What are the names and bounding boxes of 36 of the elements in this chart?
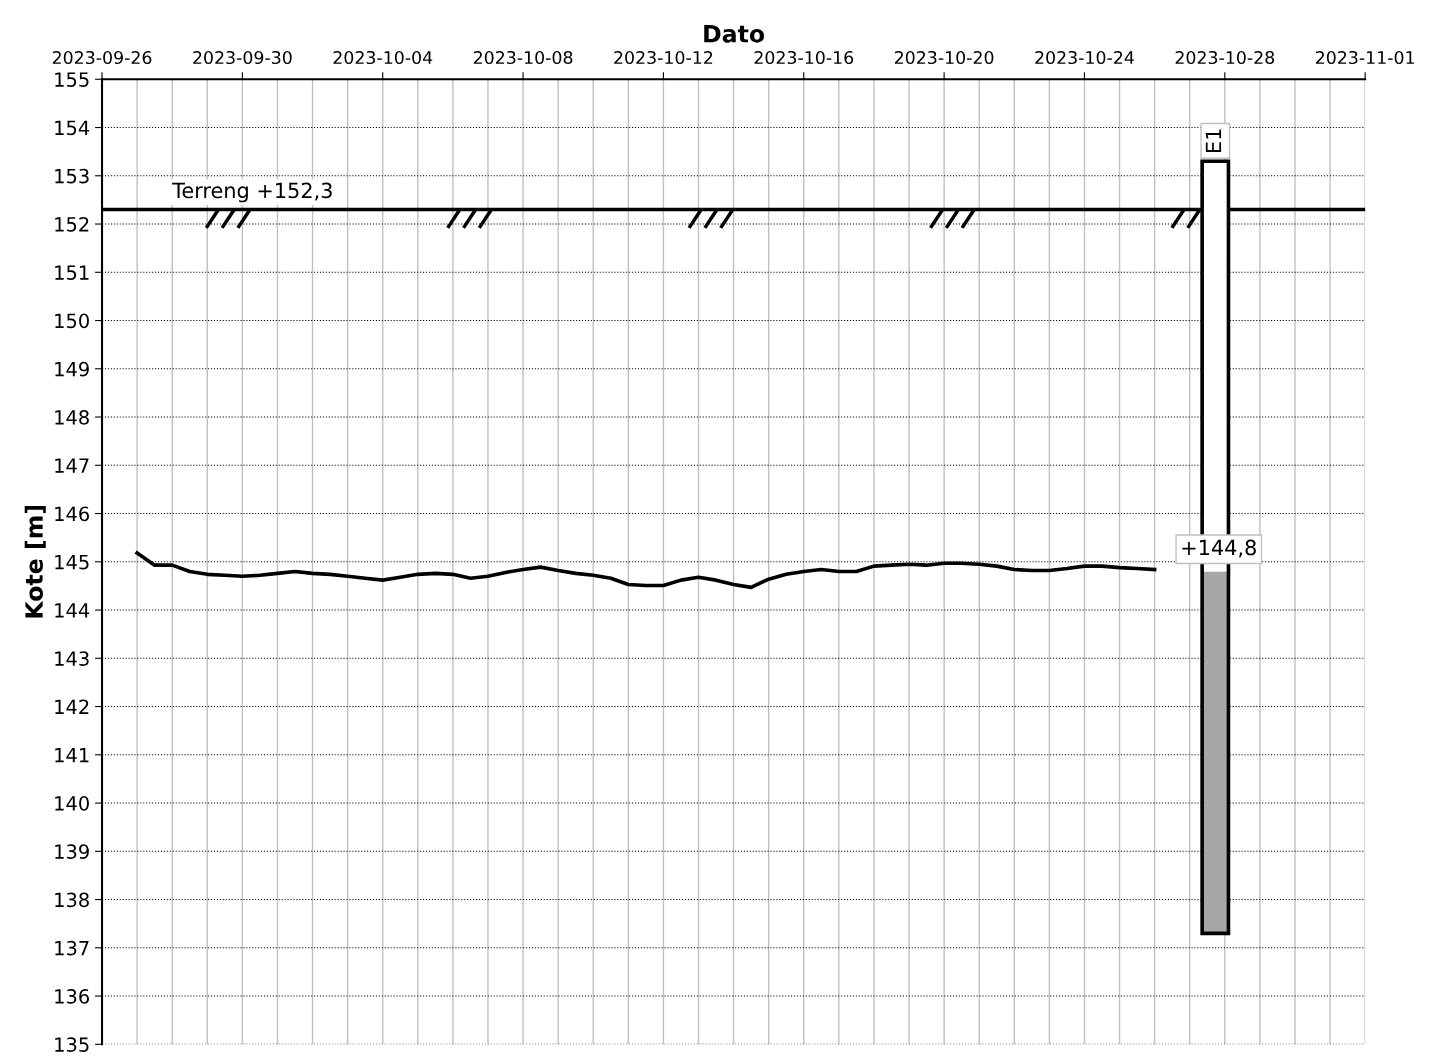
annotation: E1 (1205, 129, 1222, 153)
y-tick-label: 151 (55, 265, 89, 280)
y-tick-label: 149 (55, 361, 89, 377)
x-axis-title: Dato (704, 25, 765, 43)
y-tick-label: 143 (55, 651, 89, 666)
x-tick-label: 2023-10-24 (1035, 50, 1134, 65)
y-tick-label: 142 (55, 699, 89, 714)
y-tick-label: 145 (55, 555, 89, 570)
x-tick-label: 2023-09-30 (193, 50, 292, 65)
x-tick-label: 2023-10-12 (614, 50, 713, 65)
y-tick-label: 137 (55, 940, 89, 956)
y-tick-label: 135 (55, 1037, 89, 1052)
y-tick-label: 148 (55, 410, 89, 425)
y-tick-label: 139 (55, 844, 89, 859)
x-tick-label: 2023-10-28 (1175, 50, 1275, 65)
y-tick-label: 147 (55, 458, 89, 473)
y-tick-label: 154 (55, 120, 90, 136)
x-tick-label: 2023-10-04 (333, 50, 433, 65)
x-tick-label: 2023-11-01 (1315, 50, 1414, 65)
y-tick-label: 152 (55, 216, 89, 232)
x-tick-label: 2023-10-16 (754, 50, 854, 65)
y-tick-label: 144 (55, 603, 90, 618)
y-tick-label: 141 (55, 748, 89, 763)
ref-line-label: Terreng +152,3 (172, 182, 332, 203)
y-tick-label: 146 (55, 506, 89, 522)
annotation: +144,8 (1182, 539, 1256, 558)
x-tick-label: 2023-10-20 (894, 50, 994, 65)
y-tick-label: 155 (55, 72, 89, 87)
y-axis-title: Kote [m] (24, 505, 46, 618)
x-tick-label: 2023-10-08 (473, 50, 573, 65)
y-tick-label: 153 (55, 168, 89, 184)
y-tick-label: 140 (55, 796, 89, 811)
y-tick-label: 138 (55, 892, 89, 908)
y-tick-label: 150 (55, 313, 89, 329)
x-tick-label: 2023-09-26 (52, 50, 152, 65)
y-tick-label: 136 (55, 989, 89, 1004)
